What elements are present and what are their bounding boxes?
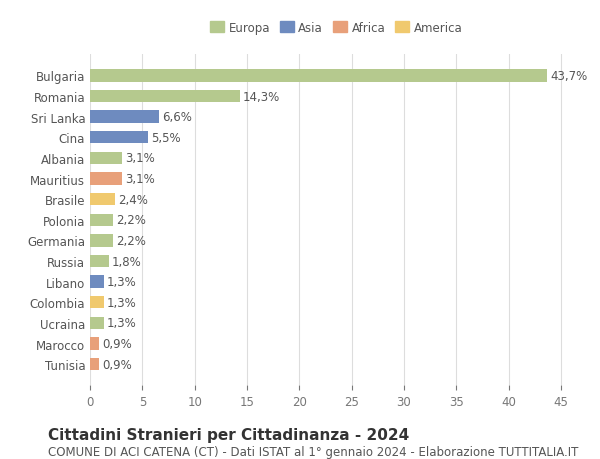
Bar bbox=[90, 173, 122, 185]
Bar bbox=[90, 194, 115, 206]
Bar bbox=[90, 358, 100, 370]
Text: 2,2%: 2,2% bbox=[116, 235, 146, 247]
Bar bbox=[90, 235, 113, 247]
Text: 1,3%: 1,3% bbox=[107, 275, 136, 289]
Bar bbox=[90, 297, 104, 309]
Text: 14,3%: 14,3% bbox=[243, 90, 280, 103]
Text: Cittadini Stranieri per Cittadinanza - 2024: Cittadini Stranieri per Cittadinanza - 2… bbox=[48, 427, 409, 442]
Text: 1,8%: 1,8% bbox=[112, 255, 142, 268]
Bar bbox=[90, 255, 109, 268]
Bar bbox=[90, 214, 113, 226]
Text: 3,1%: 3,1% bbox=[125, 173, 155, 185]
Text: 5,5%: 5,5% bbox=[151, 132, 181, 145]
Text: 43,7%: 43,7% bbox=[551, 70, 588, 83]
Text: 2,2%: 2,2% bbox=[116, 214, 146, 227]
Text: 3,1%: 3,1% bbox=[125, 152, 155, 165]
Bar bbox=[90, 111, 159, 123]
Bar bbox=[90, 132, 148, 144]
Bar bbox=[90, 91, 239, 103]
Bar bbox=[90, 70, 547, 83]
Bar bbox=[90, 276, 104, 288]
Text: 1,3%: 1,3% bbox=[107, 296, 136, 309]
Text: 2,4%: 2,4% bbox=[118, 193, 148, 206]
Bar bbox=[90, 152, 122, 165]
Text: 0,9%: 0,9% bbox=[103, 337, 133, 350]
Legend: Europa, Asia, Africa, America: Europa, Asia, Africa, America bbox=[206, 18, 466, 38]
Text: 0,9%: 0,9% bbox=[103, 358, 133, 371]
Text: 1,3%: 1,3% bbox=[107, 317, 136, 330]
Text: COMUNE DI ACI CATENA (CT) - Dati ISTAT al 1° gennaio 2024 - Elaborazione TUTTITA: COMUNE DI ACI CATENA (CT) - Dati ISTAT a… bbox=[48, 445, 578, 458]
Bar bbox=[90, 317, 104, 330]
Text: 6,6%: 6,6% bbox=[162, 111, 192, 124]
Bar bbox=[90, 338, 100, 350]
